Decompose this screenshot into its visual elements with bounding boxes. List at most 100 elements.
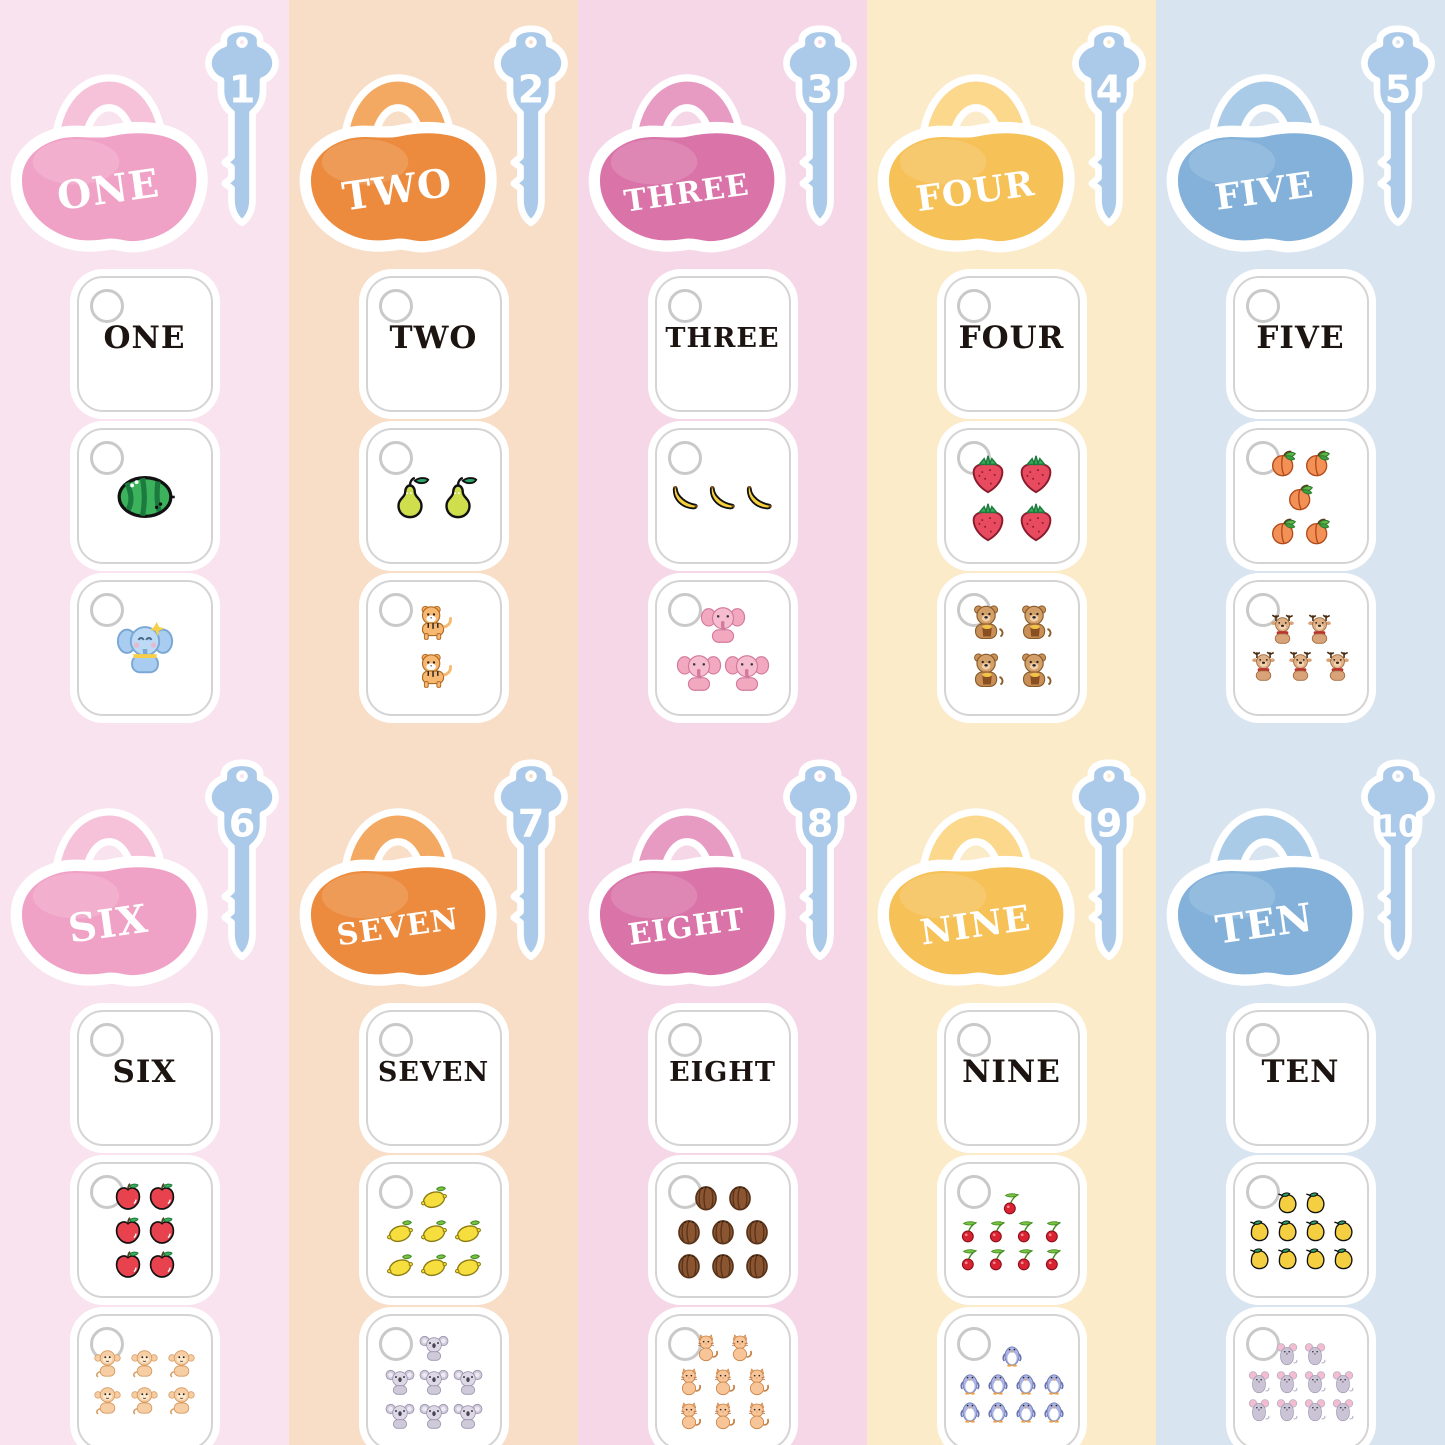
penguin-icon (985, 1370, 1011, 1396)
tiger-icon (411, 602, 457, 648)
key-icon: 6 (205, 759, 279, 961)
card-hole (378, 593, 413, 627)
number-column: 3 THREE THREE (578, 0, 867, 1445)
elephant-pink-icon (724, 650, 770, 696)
penguin-icon (999, 1342, 1025, 1368)
number-column: 5 FIVE FIVE (1156, 0, 1445, 1445)
fruit-card (1232, 1162, 1369, 1298)
word-card: TEN (1232, 1010, 1369, 1146)
card-stack: TWO (289, 276, 578, 716)
lock-and-key: 7 SEVEN (289, 759, 578, 1000)
strawberry-icon (965, 450, 1011, 496)
mouse-icon (1274, 1370, 1300, 1396)
word-card-label: TWO (389, 320, 478, 356)
lock-and-key: 8 EIGHT (578, 759, 867, 1000)
lock-and-key: 5 FIVE (1156, 25, 1445, 266)
fruit-card (365, 428, 502, 564)
number-lock-icon: THREE (588, 74, 786, 253)
mango-icon (1330, 1218, 1356, 1244)
lemon-icon (452, 1215, 484, 1247)
card-hole (667, 1327, 702, 1361)
number-lock-icon: FOUR (877, 74, 1075, 253)
penguin-icon (1013, 1398, 1039, 1424)
card-hole (667, 1023, 702, 1057)
number-set: 2 TWO TWO (289, 25, 578, 716)
penguin-icon (1041, 1398, 1067, 1424)
key-number-label: 5 (1385, 68, 1412, 112)
lemon-icon (452, 1249, 484, 1281)
elephant-pink-icon (676, 650, 722, 696)
animal-card (943, 580, 1080, 716)
icon-grid (85, 440, 205, 554)
penguin-icon (1041, 1370, 1067, 1396)
cat-icon (690, 1333, 722, 1365)
card-hole (956, 1175, 991, 1209)
monkey-icon (90, 1384, 125, 1419)
key-icon: 10 (1361, 759, 1435, 961)
peach-icon (1285, 481, 1317, 513)
lemon-icon (418, 1249, 450, 1281)
icon-grid (952, 1174, 1072, 1288)
peach-icon (1302, 447, 1334, 479)
koala-icon (418, 1401, 450, 1433)
icon-grid (374, 592, 494, 706)
card-hole (89, 1023, 124, 1057)
reindeer-icon (1283, 650, 1318, 685)
fruit-card (943, 1162, 1080, 1298)
icon-grid (952, 440, 1072, 554)
card-hole (956, 1023, 991, 1057)
word-card: SEVEN (365, 1010, 502, 1146)
tiger-icon (411, 650, 457, 696)
key-icon: 4 (1072, 25, 1146, 227)
word-card: THREE (654, 276, 791, 412)
card-stack: SIX (0, 1010, 289, 1445)
koala-icon (418, 1333, 450, 1365)
walnut-icon (741, 1249, 773, 1281)
icon-grid (663, 592, 783, 706)
apple-icon (146, 1249, 178, 1281)
walnut-icon (707, 1249, 739, 1281)
word-card: ONE (76, 276, 213, 412)
card-hole (1245, 289, 1280, 323)
animal-card (654, 1314, 791, 1445)
animal-card (1232, 580, 1369, 716)
peach-icon (1302, 515, 1334, 547)
key-number-label: 10 (1377, 809, 1420, 844)
koala-icon (452, 1367, 484, 1399)
lock-and-key: 3 THREE (578, 25, 867, 266)
walnut-icon (673, 1215, 705, 1247)
pear-icon (387, 474, 433, 520)
lock-and-key: 1 ONE (0, 25, 289, 266)
number-set: 7 SEVEN SEVEN (289, 759, 578, 1445)
pear-icon (435, 474, 481, 520)
monkey-icon (127, 1347, 162, 1382)
word-card-label: THREE (665, 322, 780, 354)
mango-icon (1302, 1218, 1328, 1244)
fruit-card (76, 1162, 213, 1298)
key-number-label: 9 (1096, 802, 1123, 846)
cherry-icon (957, 1246, 983, 1272)
card-hole (1245, 593, 1280, 627)
key-number-label: 3 (807, 68, 834, 112)
cherry-icon (957, 1218, 983, 1244)
card-hole (89, 289, 124, 323)
elephant-pink-icon (700, 602, 746, 648)
mouse-icon (1302, 1342, 1328, 1368)
card-hole (956, 1327, 991, 1361)
word-card: TWO (365, 276, 502, 412)
strawberry-icon (965, 498, 1011, 544)
card-hole (956, 289, 991, 323)
mouse-icon (1302, 1370, 1328, 1396)
bear-icon (1013, 650, 1059, 696)
walnut-icon (690, 1181, 722, 1213)
apple-icon (112, 1215, 144, 1247)
walnut-icon (673, 1249, 705, 1281)
number-set: 6 SIX SIX (0, 759, 289, 1445)
animal-card (76, 1314, 213, 1445)
card-hole (378, 289, 413, 323)
key-icon: 3 (783, 25, 857, 227)
number-lock-icon: FIVE (1166, 74, 1364, 253)
banana-icon (742, 480, 777, 515)
key-number-label: 4 (1096, 68, 1123, 112)
card-stack: NINE (867, 1010, 1156, 1445)
